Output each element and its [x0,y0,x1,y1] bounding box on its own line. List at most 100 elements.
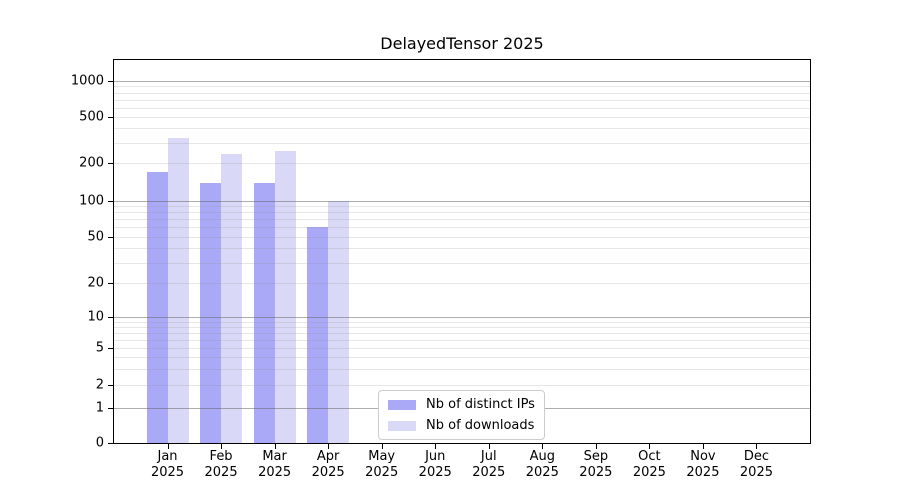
x-tick-label-year: 2025 [204,465,238,480]
major-gridline [114,317,810,318]
x-tick-label-year: 2025 [472,465,506,480]
minor-gridline [114,86,810,88]
legend-label: Nb of distinct IPs [426,397,535,412]
y-tick [108,348,113,349]
x-tick-label-month: Jul [480,449,497,464]
x-tick [328,444,330,449]
x-tick-label-month: Dec [743,449,770,464]
x-tick-label-year: 2025 [739,465,773,480]
x-tick-label-month: May [368,449,396,464]
bars-layer [114,60,810,443]
x-tick-label-year: 2025 [525,465,559,480]
y-tick-label: 20 [87,275,104,291]
y-tick-label: 10 [87,309,104,325]
x-tick-label-year: 2025 [150,465,185,480]
minor-gridline [114,357,810,358]
y-tick-label: 500 [79,109,104,125]
major-gridline [114,81,810,82]
legend: Nb of distinct IPs Nb of downloads [378,390,545,440]
y-tick [108,283,113,284]
legend-item: Nb of downloads [388,417,535,434]
x-tick-label: Mar 2025 [258,449,291,481]
y-tick-label: 2 [95,377,104,393]
x-tick-label-year: 2025 [579,465,613,480]
x-tick-label: Dec 2025 [740,449,773,481]
x-tick-label-month: Aug [529,449,555,464]
x-tick-label: Jul 2025 [472,449,505,481]
y-tick-label: 0 [95,435,104,451]
minor-gridline [114,321,810,323]
minor-gridline [114,163,810,165]
x-tick-label: Jan 2025 [151,449,184,481]
minor-gridline [114,236,810,238]
minor-gridline [114,206,810,208]
bar-apr-distinct-ips [307,227,329,443]
y-tick-label: 1000 [70,73,104,89]
minor-gridline [114,348,810,349]
y-tick [108,236,113,238]
x-tick-label-month: Feb [209,449,233,464]
minor-gridline [114,212,810,214]
legend-label: Nb of downloads [426,418,535,433]
bar-jan-downloads [167,137,189,443]
x-tick-label: May 2025 [365,449,398,481]
minor-gridline [114,385,810,386]
minor-gridline [114,247,810,249]
x-tick [435,444,437,449]
minor-gridline [114,332,810,334]
minor-gridline [114,107,810,109]
legend-swatch [388,420,416,431]
minor-gridline [114,219,810,221]
y-tick [108,408,113,409]
bar-mar-distinct-ips [253,183,275,443]
y-tick-label: 5 [95,340,104,356]
minor-gridline [114,128,810,130]
y-tick [108,81,113,82]
minor-gridline [114,262,810,264]
x-tick-label: Jun 2025 [419,449,452,481]
x-tick-label: Sep 2025 [579,449,612,481]
minor-gridline [114,283,810,284]
x-tick-label: Aug 2025 [526,449,559,481]
bar-jan-distinct-ips [146,171,168,443]
x-tick [649,444,651,449]
minor-gridline [114,92,810,94]
bar-apr-downloads [328,201,350,443]
y-tick-label: 1 [95,400,104,416]
legend-swatch [388,399,416,410]
minor-gridline [114,368,810,370]
y-tick [108,443,113,444]
x-tick [221,444,223,449]
x-tick-label: Apr 2025 [312,449,345,481]
bar-mar-downloads [274,151,296,443]
y-tick-label: 100 [79,193,104,209]
y-tick [108,385,113,386]
y-tick-label: 200 [79,155,104,171]
chart-title: DelayedTensor 2025 [380,34,544,53]
x-tick-label-year: 2025 [418,465,452,480]
minor-gridline [114,142,810,144]
x-tick-label-month: Sep [583,449,609,464]
x-tick-label-month: Nov [690,449,716,464]
y-tick-label: 50 [87,229,104,245]
x-tick [542,444,544,449]
y-tick [108,317,113,318]
x-tick-label-month: Jan [157,449,178,464]
x-tick [488,444,490,449]
bar-feb-distinct-ips [200,182,222,443]
major-gridline [114,201,810,202]
x-tick [381,444,383,449]
x-tick-label-year: 2025 [365,465,399,480]
x-tick-label-month: Oct [638,449,661,464]
minor-gridline [114,117,810,118]
gridlines-layer [114,60,810,443]
plot-area: Nb of distinct IPs Nb of downloads [113,59,811,444]
minor-gridline [114,339,810,341]
x-tick [595,444,597,449]
x-tick-label-month: Apr [316,449,340,464]
minor-gridline [114,326,810,328]
bar-feb-downloads [221,154,243,443]
legend-item: Nb of distinct IPs [388,396,535,413]
x-tick-label: Oct 2025 [633,449,666,481]
